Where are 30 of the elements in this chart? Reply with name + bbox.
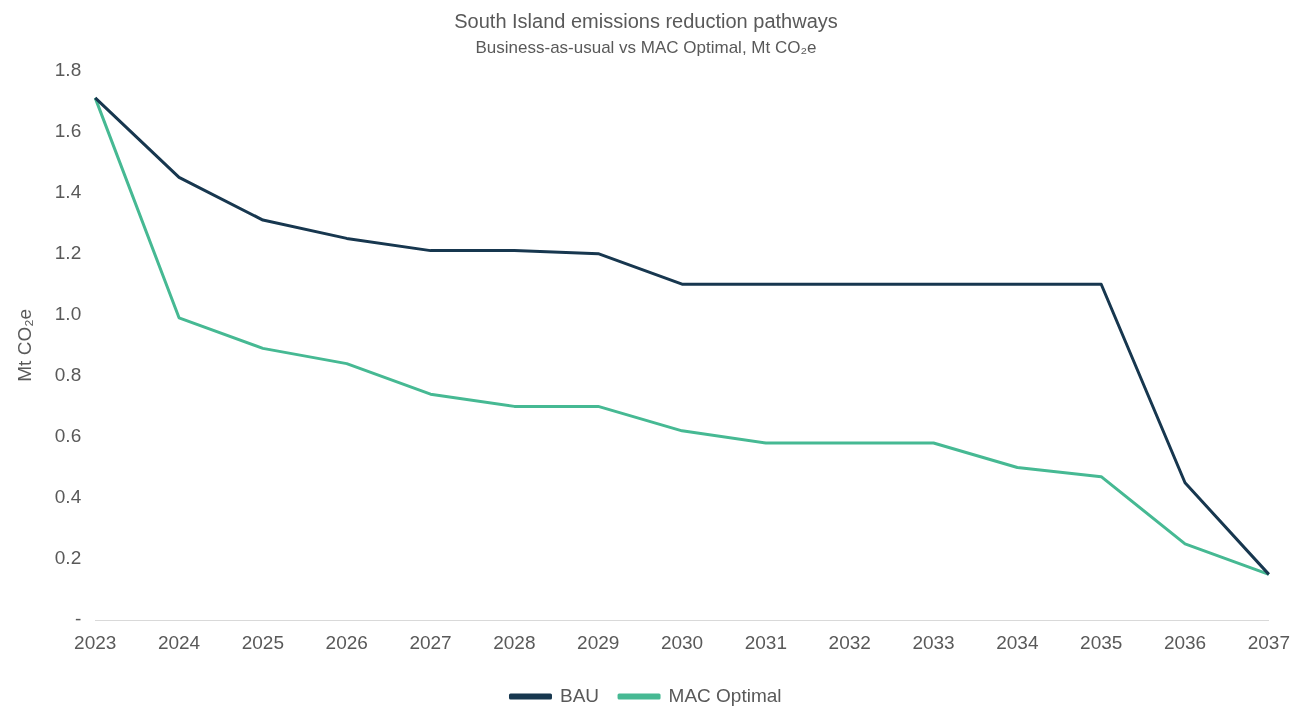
y-axis-title: Mt CO₂e bbox=[13, 308, 35, 382]
x-tick-label: 2024 bbox=[157, 631, 201, 653]
legend-label: MAC Optimal bbox=[668, 684, 782, 706]
y-tick-label: 0.6 bbox=[54, 425, 82, 447]
y-tick-label: - bbox=[74, 608, 82, 630]
x-tick-label: 2027 bbox=[409, 631, 452, 653]
legend-label: BAU bbox=[559, 684, 600, 706]
x-tick-label: 2033 bbox=[912, 631, 955, 653]
x-tick-label: 2036 bbox=[1163, 631, 1207, 653]
chart-subtitle: Business-as-usual vs MAC Optimal, Mt CO₂e bbox=[475, 37, 817, 57]
x-tick-label: 2037 bbox=[1247, 631, 1291, 653]
y-tick-label: 1.0 bbox=[54, 302, 82, 324]
x-tick-label: 2025 bbox=[241, 631, 285, 653]
y-tick-label: 1.6 bbox=[54, 119, 82, 141]
x-tick-label: 2028 bbox=[493, 631, 536, 653]
y-tick-label: 1.8 bbox=[54, 58, 82, 80]
y-tick-label: 0.2 bbox=[54, 547, 82, 569]
chart-title: South Island emissions reduction pathways bbox=[454, 9, 838, 32]
x-tick-label: 2032 bbox=[828, 631, 871, 653]
x-tick-label: 2034 bbox=[996, 631, 1039, 653]
y-tick-label: 0.4 bbox=[54, 486, 82, 508]
y-tick-label: 1.2 bbox=[54, 241, 82, 263]
x-tick-label: 2026 bbox=[325, 631, 368, 653]
y-tick-label: 0.8 bbox=[54, 364, 82, 386]
y-tick-label: 1.4 bbox=[54, 180, 82, 202]
x-tick-label: 2023 bbox=[74, 631, 117, 653]
x-tick-label: 2035 bbox=[1080, 631, 1123, 653]
x-tick-label: 2030 bbox=[660, 631, 704, 653]
x-tick-label: 2029 bbox=[577, 631, 620, 653]
x-tick-label: 2031 bbox=[744, 631, 788, 653]
